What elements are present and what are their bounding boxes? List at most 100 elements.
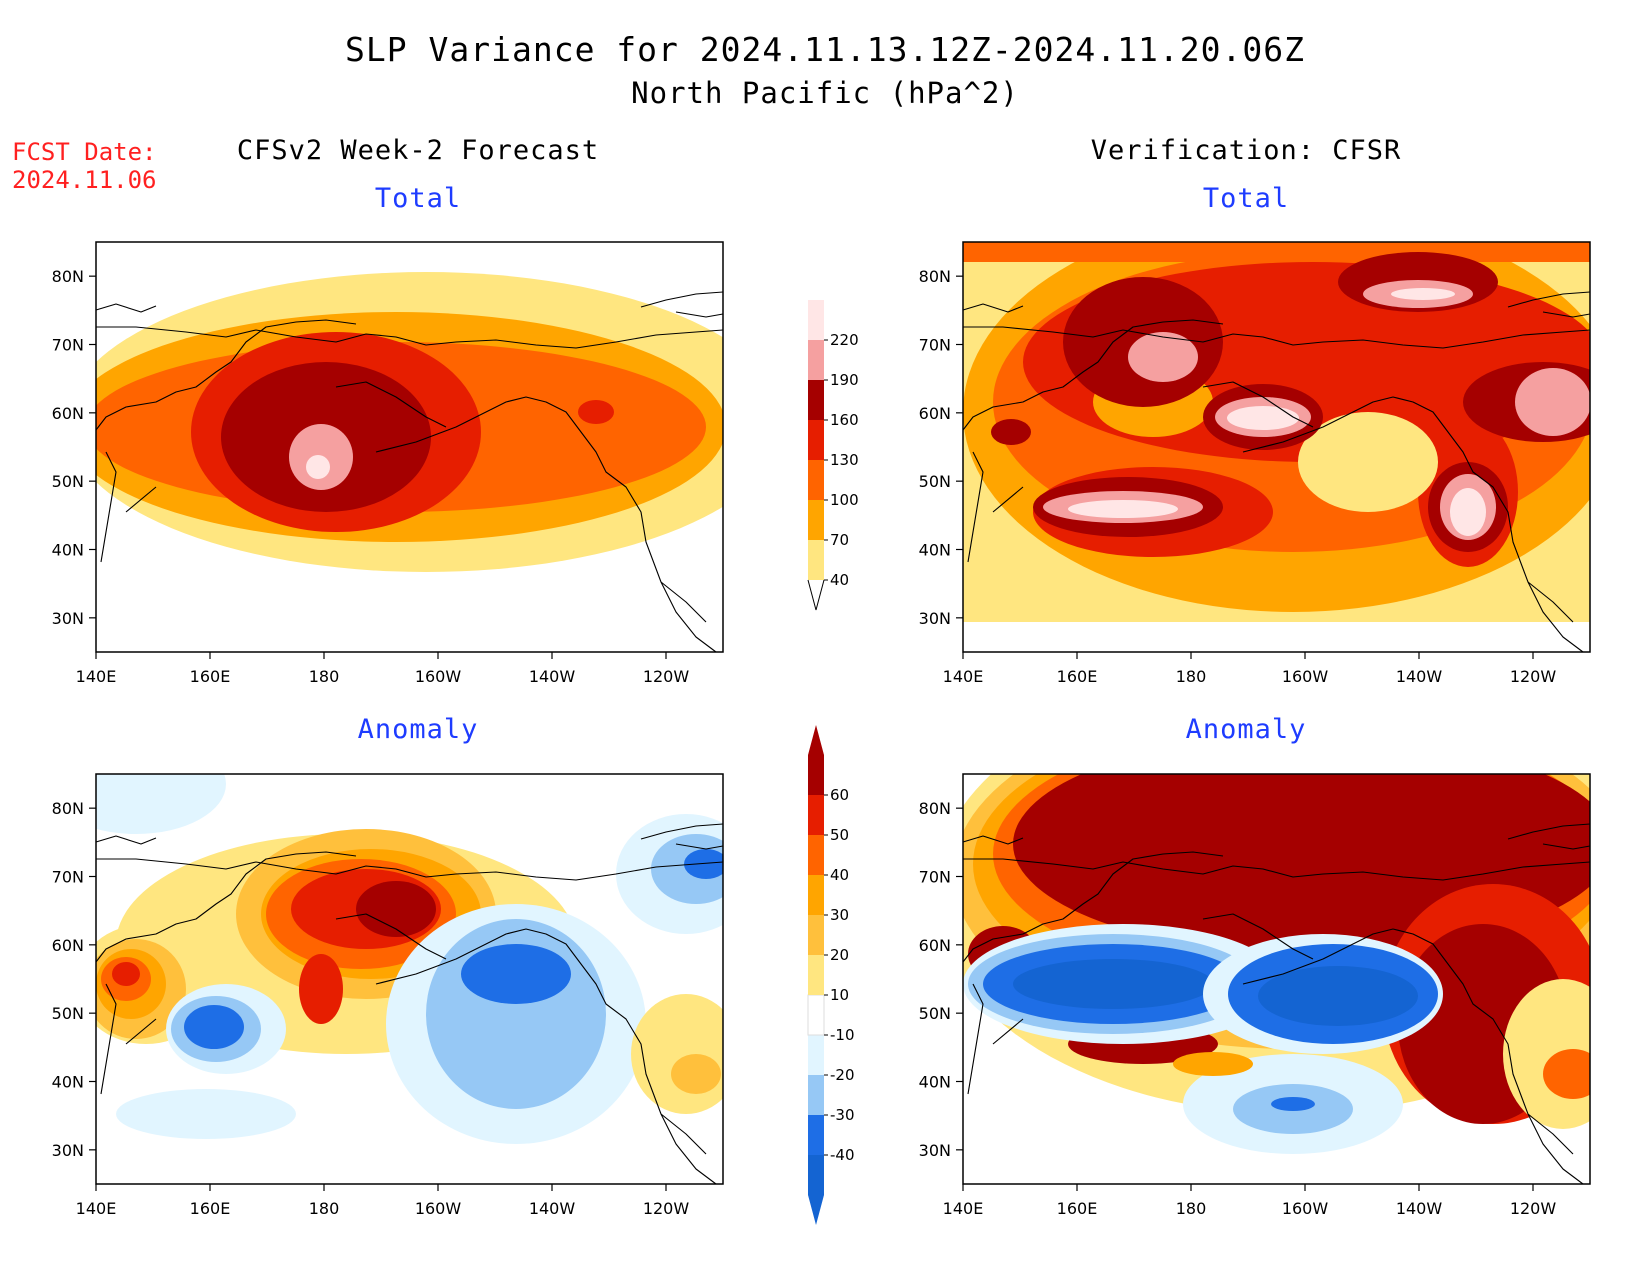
map-frame (95, 241, 724, 653)
contour-fill (1298, 412, 1438, 512)
lat-tick-label: 70N (919, 868, 951, 887)
contour-fill (1068, 500, 1178, 518)
colorbar-swatch (808, 955, 824, 995)
contour-fill (684, 849, 723, 879)
colorbar-label: 20 (830, 946, 849, 964)
colorbar-swatch (808, 1155, 824, 1195)
contour-fill (299, 954, 343, 1024)
colorbar-anomaly: -40 -30 -20 -10 10 20 30 40 50 60 (807, 725, 855, 1225)
colorbar-swatch (808, 1075, 824, 1115)
lat-tick-label: 40N (919, 1073, 951, 1092)
lon-tick-label: 140W (1396, 667, 1443, 686)
contour-fill (671, 1054, 721, 1094)
panel-title-verif-total: Total (1202, 183, 1290, 214)
colorbar-label: 100 (830, 491, 859, 509)
lon-tick-label: 140E (943, 1199, 984, 1218)
map-frame (962, 241, 1591, 653)
colorbar-total: 40 70 100 130 160 190 220 (807, 300, 859, 611)
lon-tick-label: 160E (190, 667, 231, 686)
lon-tick-label: 120W (1510, 667, 1557, 686)
contour-fill (1227, 406, 1299, 430)
lat-tick-label: 30N (919, 1141, 951, 1160)
lat-tick-label: 80N (919, 267, 951, 286)
colorbar-label: 40 (830, 866, 849, 884)
lat-tick-label: 30N (52, 609, 84, 628)
contour-fill (1258, 966, 1418, 1026)
colorbar-swatch (808, 460, 824, 500)
contour-fill (184, 1005, 244, 1049)
fcst-date-value: 2024.11.06 (12, 166, 157, 194)
colorbar-label: 190 (830, 371, 859, 389)
colorbar-end (807, 579, 825, 611)
lon-tick-label: 160W (1282, 1199, 1329, 1218)
lat-tick-label: 30N (52, 1141, 84, 1160)
lon-tick-label: 140E (76, 667, 117, 686)
colorbar-label: 30 (830, 906, 849, 924)
lon-tick-label: 140W (529, 1199, 576, 1218)
colorbar-swatch (808, 540, 824, 580)
colorbar-swatch (808, 875, 824, 915)
lon-tick-label: 180 (1176, 667, 1207, 686)
panel-title-fcst-total: Total (374, 183, 462, 214)
colorbar-label: -30 (830, 1106, 855, 1124)
lat-tick-label: 60N (52, 936, 84, 955)
right-column-title: Verification: CFSR (1090, 135, 1402, 166)
lat-tick-label: 40N (52, 1073, 84, 1092)
contour-fill (1271, 1097, 1315, 1111)
contour-fill (1515, 368, 1590, 436)
contour-fill (306, 455, 330, 479)
lon-tick-label: 120W (643, 667, 690, 686)
lat-tick-label: 40N (52, 541, 84, 560)
fcst-date-caption: FCST Date: (12, 138, 157, 166)
contour-fill (1450, 488, 1486, 536)
colorbar-arrow-bottom (808, 1195, 824, 1225)
map-panel-fcst-anomaly (95, 773, 724, 1185)
contour-fill (116, 1089, 296, 1139)
lat-tick-label: 80N (52, 799, 84, 818)
colorbar-label: -20 (830, 1066, 855, 1084)
lon-tick-label: 160W (415, 1199, 462, 1218)
lon-tick-label: 160E (1057, 1199, 1098, 1218)
contour-fill (631, 994, 723, 1114)
lat-tick-label: 50N (919, 1004, 951, 1023)
lon-tick-label: 180 (309, 667, 340, 686)
contour-fill (1173, 1052, 1253, 1076)
lat-tick-label: 40N (919, 541, 951, 560)
panel-title-verif-anomaly: Anomaly (1185, 714, 1307, 745)
colorbar-swatch (807, 994, 825, 1036)
colorbar-swatch (808, 380, 824, 420)
map-frame (95, 773, 724, 1185)
lon-tick-label: 120W (643, 1199, 690, 1218)
lon-tick-label: 140W (529, 667, 576, 686)
colorbar-label: 130 (830, 451, 859, 469)
colorbar-label: 60 (830, 786, 849, 804)
lat-tick-label: 60N (52, 404, 84, 423)
lon-tick-label: 120W (1510, 1199, 1557, 1218)
colorbar-swatch (808, 1035, 824, 1075)
contour-fill (578, 400, 614, 424)
colorbar-swatch (808, 340, 824, 380)
main-subtitle: North Pacific (hPa^2) (631, 76, 1019, 110)
colorbar-swatch (808, 835, 824, 875)
colorbar-label: 70 (830, 531, 849, 549)
colorbar-label: 10 (830, 986, 849, 1004)
colorbar-swatch (808, 795, 824, 835)
lon-tick-label: 160E (190, 1199, 231, 1218)
lon-tick-label: 140E (76, 1199, 117, 1218)
colorbar-swatch (808, 1115, 824, 1155)
panel-title-fcst-anomaly: Anomaly (357, 714, 479, 745)
map-frame (962, 773, 1591, 1185)
contour-fill (1128, 332, 1198, 382)
contour-fill (1013, 959, 1213, 1009)
map-panel-fcst-total (95, 241, 724, 653)
colorbar-label: 40 (830, 571, 849, 589)
lat-tick-label: 60N (919, 404, 951, 423)
lat-tick-label: 70N (52, 868, 84, 887)
map-panel-verif-total (962, 241, 1591, 653)
left-column-title: CFSv2 Week-2 Forecast (236, 135, 600, 166)
lon-tick-label: 140E (943, 667, 984, 686)
lat-tick-label: 80N (52, 267, 84, 286)
forecast-date-label: FCST Date: 2024.11.06 (12, 138, 157, 194)
lat-tick-label: 60N (919, 936, 951, 955)
